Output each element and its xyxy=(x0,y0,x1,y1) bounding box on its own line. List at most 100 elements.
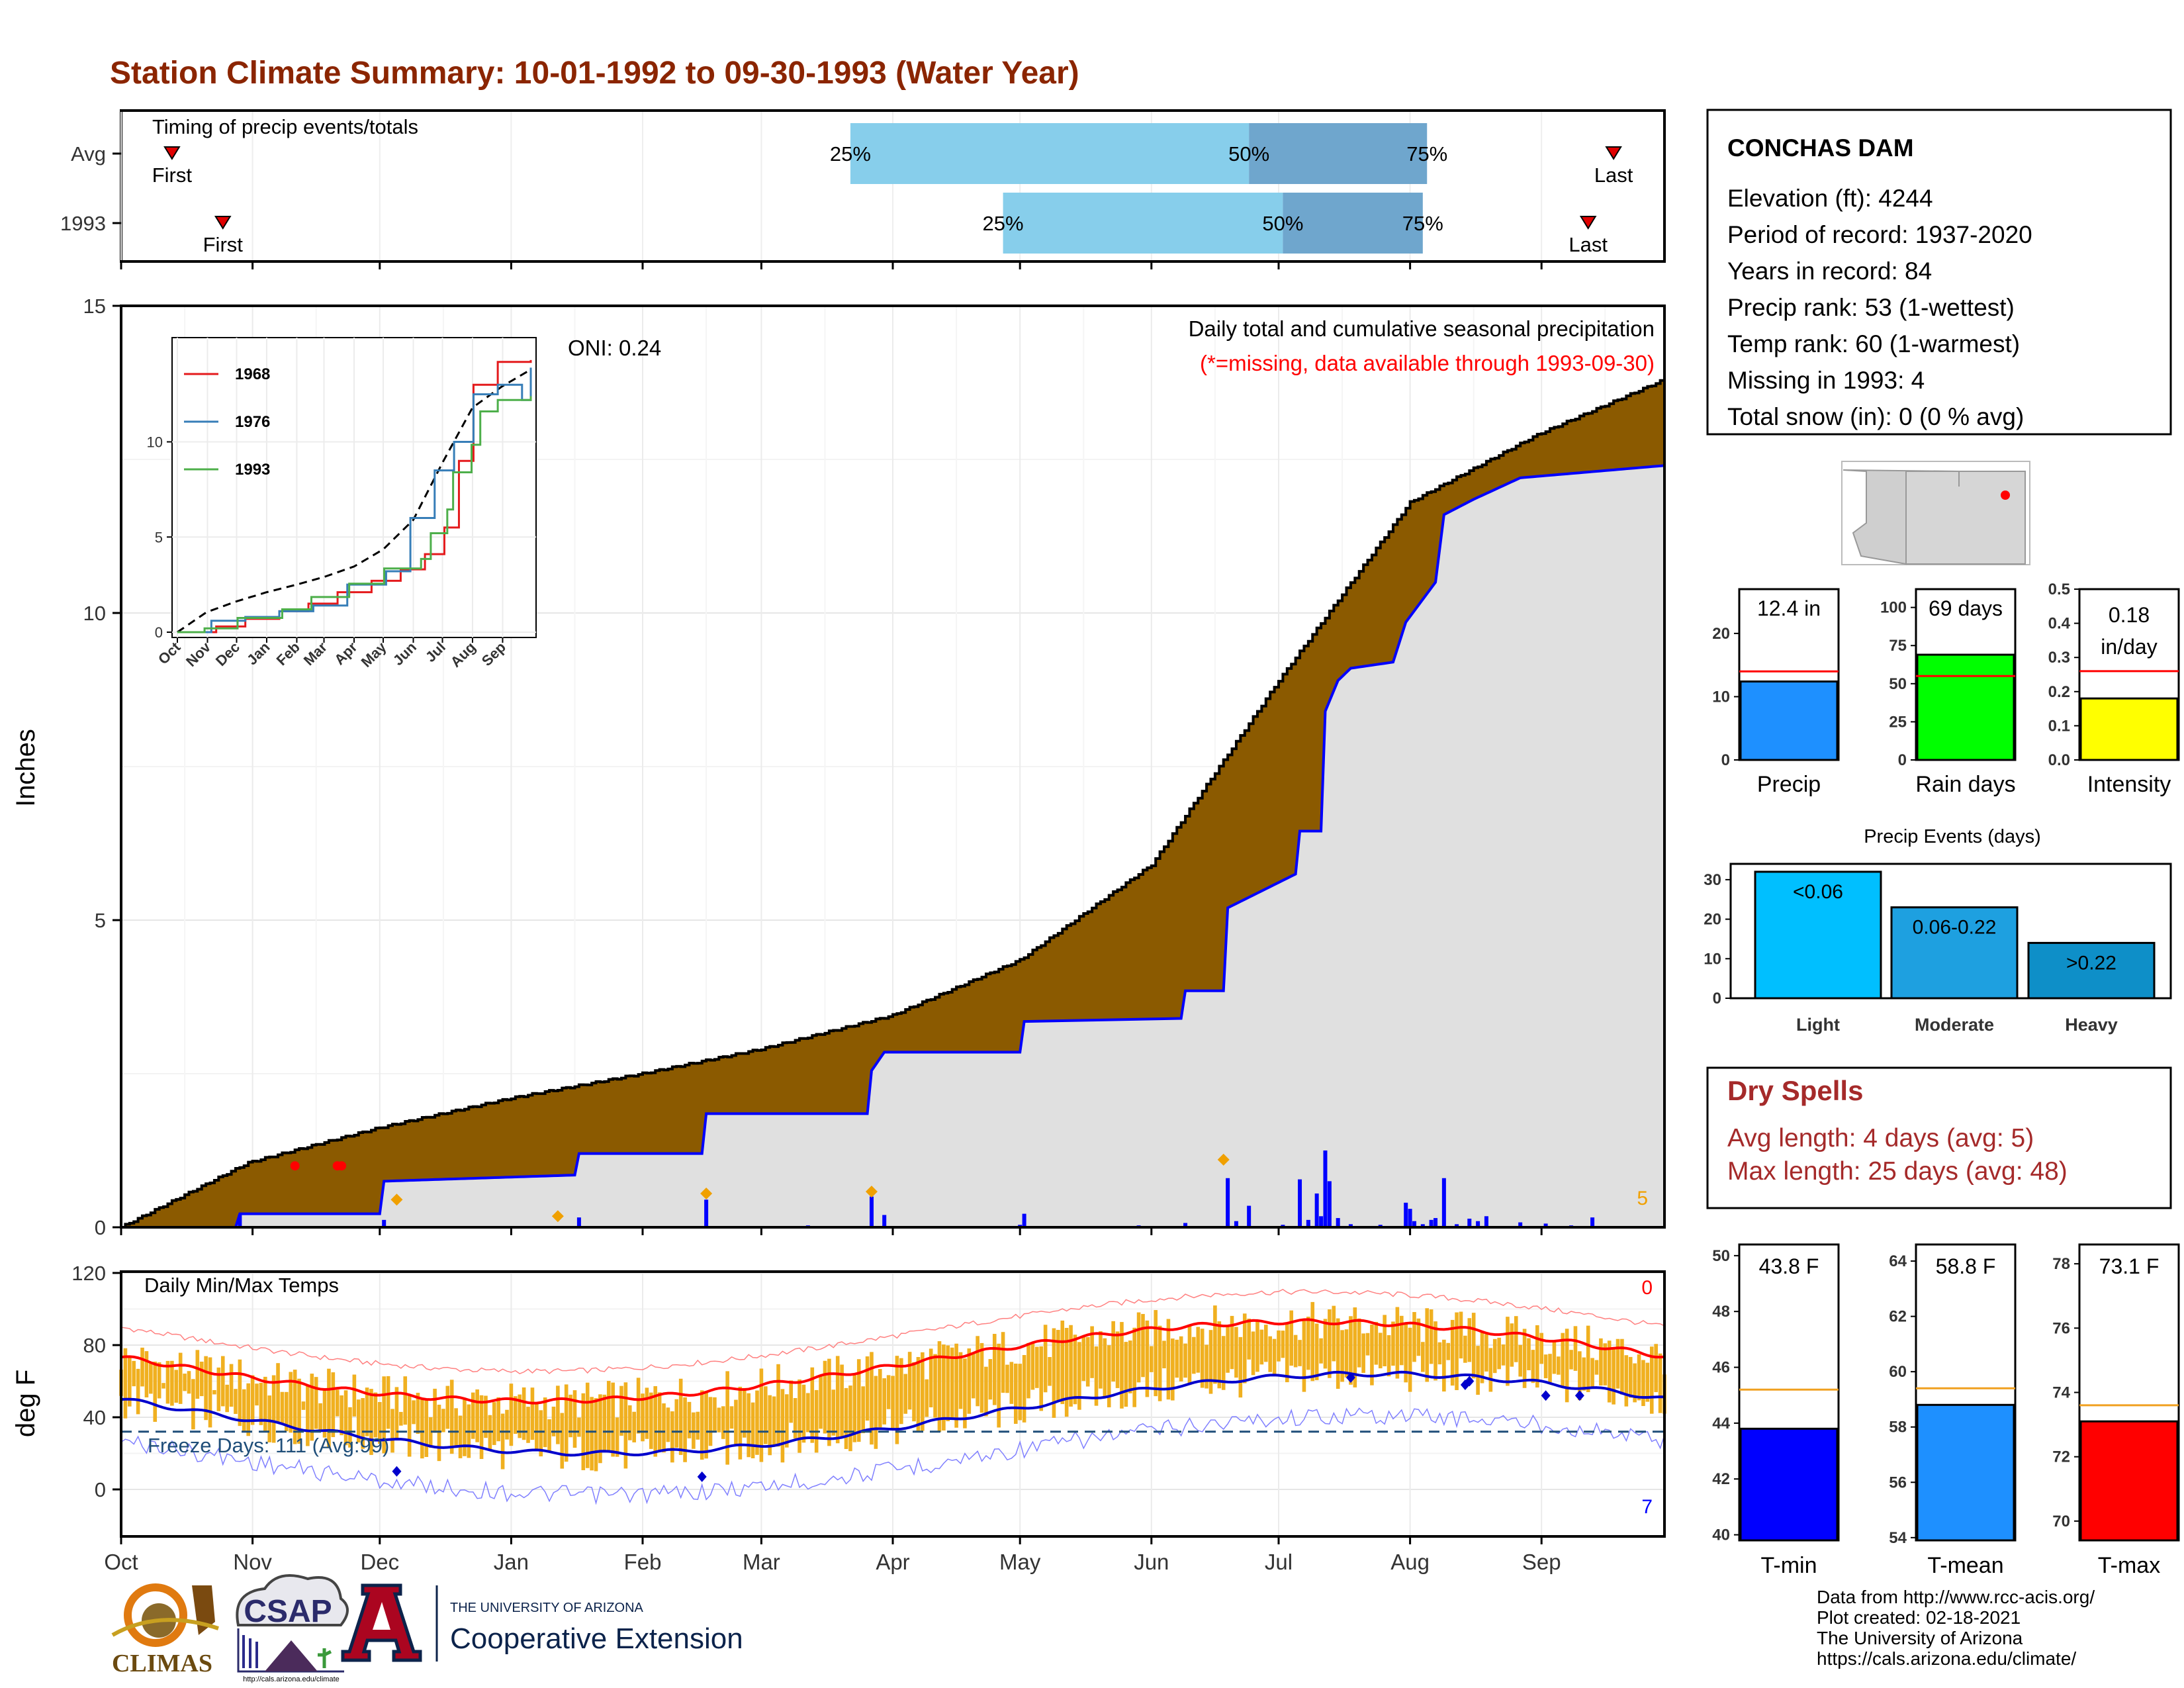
daily-temp-bar xyxy=(306,1385,310,1446)
daily-temp-bar xyxy=(623,1382,628,1469)
daily-temp-bar xyxy=(1018,1364,1022,1421)
temp-summary-value: 43.8 F xyxy=(1759,1254,1819,1278)
precip-ylabel: Inches xyxy=(11,729,40,807)
daily-temp-bar xyxy=(1081,1336,1086,1382)
daily-temp-bar xyxy=(263,1376,267,1431)
daily-temp-bar xyxy=(340,1395,343,1436)
daily-temp-bar xyxy=(619,1385,623,1436)
temp-summary-ytick: 58 xyxy=(1889,1419,1907,1436)
daily-temp-bar xyxy=(1615,1338,1620,1389)
record-temp-marker xyxy=(392,1466,402,1477)
daily-temp-bar xyxy=(810,1367,815,1443)
ua-bottom-text: Cooperative Extension xyxy=(450,1622,743,1655)
summary-bar-value: 0.18 xyxy=(2109,603,2150,627)
inset-legend-label: 1976 xyxy=(235,413,270,431)
daily-precip-bar xyxy=(576,1217,581,1227)
daily-temp-bar xyxy=(1234,1327,1238,1378)
timing-bar-50-75 xyxy=(1249,123,1428,184)
daily-precip-bar xyxy=(1404,1202,1408,1227)
temp-ytick-label: 80 xyxy=(83,1334,106,1357)
daily-temp-bar xyxy=(1599,1338,1603,1386)
daily-temp-bar xyxy=(352,1374,357,1417)
daily-precip-bar xyxy=(869,1196,874,1227)
daily-temp-bar xyxy=(764,1386,768,1444)
daily-temp-bar xyxy=(1077,1342,1081,1410)
daily-temp-bar xyxy=(500,1413,505,1470)
daily-temp-bar xyxy=(662,1403,666,1453)
daily-temp-bar xyxy=(713,1397,717,1431)
daily-temp-bar xyxy=(1115,1331,1120,1388)
daily-temp-bar xyxy=(1221,1336,1226,1390)
daily-temp-bar xyxy=(407,1395,412,1457)
daily-temp-bar xyxy=(208,1357,212,1428)
daily-temp-bar xyxy=(170,1360,174,1406)
daily-temp-bar xyxy=(793,1397,797,1438)
daily-precip-bar xyxy=(1412,1221,1417,1227)
daily-temp-bar xyxy=(1522,1329,1527,1388)
precip-ytick-label: 15 xyxy=(83,295,106,318)
daily-temp-bar xyxy=(721,1406,725,1439)
summary-bar-ytick: 10 xyxy=(1712,688,1730,706)
daily-temp-bar xyxy=(1293,1335,1298,1368)
summary-bar-ytick: 0 xyxy=(1721,751,1730,769)
daily-temp-bar xyxy=(1446,1342,1451,1360)
summary-bar-ytick: 50 xyxy=(1889,675,1907,693)
daily-temp-bar xyxy=(1543,1354,1548,1379)
daily-temp-bar xyxy=(1569,1350,1573,1370)
summary-bar-fill xyxy=(2079,697,2179,761)
temp-ytick-label: 0 xyxy=(95,1478,106,1501)
daily-temp-bar xyxy=(314,1377,318,1429)
daily-temp-bar xyxy=(183,1374,187,1391)
daily-temp-bar xyxy=(823,1360,827,1434)
daily-temp-bar xyxy=(220,1356,225,1407)
daily-temp-bar xyxy=(649,1392,653,1449)
daily-temp-bar xyxy=(1056,1330,1060,1402)
daily-temp-bar xyxy=(1484,1334,1488,1372)
daily-temp-bar xyxy=(356,1399,361,1443)
daily-precip-bar xyxy=(1234,1221,1238,1227)
daily-precip-bar xyxy=(1429,1219,1433,1227)
daily-temp-bar xyxy=(1238,1336,1243,1398)
daily-temp-bar xyxy=(564,1384,569,1462)
daily-temp-bar xyxy=(755,1390,759,1455)
summary-bar-ytick: 20 xyxy=(1712,625,1730,643)
daily-temp-bar xyxy=(1353,1307,1357,1387)
daily-temp-bar xyxy=(1103,1338,1107,1397)
daily-precip-bar xyxy=(1518,1222,1523,1227)
daily-temp-bar xyxy=(454,1408,458,1448)
daily-temp-bar xyxy=(1497,1337,1501,1370)
station-info-line: Elevation (ft): 4244 xyxy=(1727,185,1933,212)
daily-temp-bar xyxy=(1069,1325,1073,1407)
record-min-line xyxy=(120,1407,1665,1505)
daily-temp-bar xyxy=(259,1382,263,1425)
month-tick-label: Apr xyxy=(876,1550,909,1574)
daily-temp-bar xyxy=(285,1391,289,1432)
daily-temp-bar xyxy=(1230,1315,1234,1370)
daily-temp-bar xyxy=(1162,1340,1166,1369)
daily-temp-bar xyxy=(153,1361,158,1422)
daily-precip-bar xyxy=(1247,1205,1251,1227)
daily-temp-bar xyxy=(373,1392,378,1438)
daily-temp-bar xyxy=(942,1344,946,1431)
daily-temp-bar xyxy=(1132,1327,1136,1407)
daily-precip-bar xyxy=(1306,1219,1310,1227)
daily-temp-bar xyxy=(1094,1346,1099,1406)
daily-temp-bar xyxy=(1378,1333,1383,1369)
daily-temp-bar xyxy=(801,1384,806,1443)
inset-legend-label: 1993 xyxy=(235,461,270,479)
events-bar-light: <0.06 Light xyxy=(1754,870,1882,1035)
daily-temp-bar xyxy=(1268,1336,1272,1372)
location-map xyxy=(1841,461,2030,565)
daily-temp-bar xyxy=(1128,1340,1132,1393)
daily-temp-bar xyxy=(1370,1324,1374,1385)
daily-temp-bar xyxy=(1492,1338,1497,1374)
daily-temp-bar xyxy=(394,1387,399,1440)
daily-temp-bar xyxy=(632,1411,636,1442)
daily-temp-bar xyxy=(1030,1342,1035,1390)
daily-temp-bar xyxy=(971,1352,976,1399)
daily-temp-bar xyxy=(1455,1312,1459,1390)
daily-temp-bar xyxy=(1166,1319,1171,1400)
timing-p50-label: 50% xyxy=(1228,142,1269,165)
daily-temp-bar xyxy=(1136,1312,1141,1383)
inset-series-1993 xyxy=(177,396,532,633)
